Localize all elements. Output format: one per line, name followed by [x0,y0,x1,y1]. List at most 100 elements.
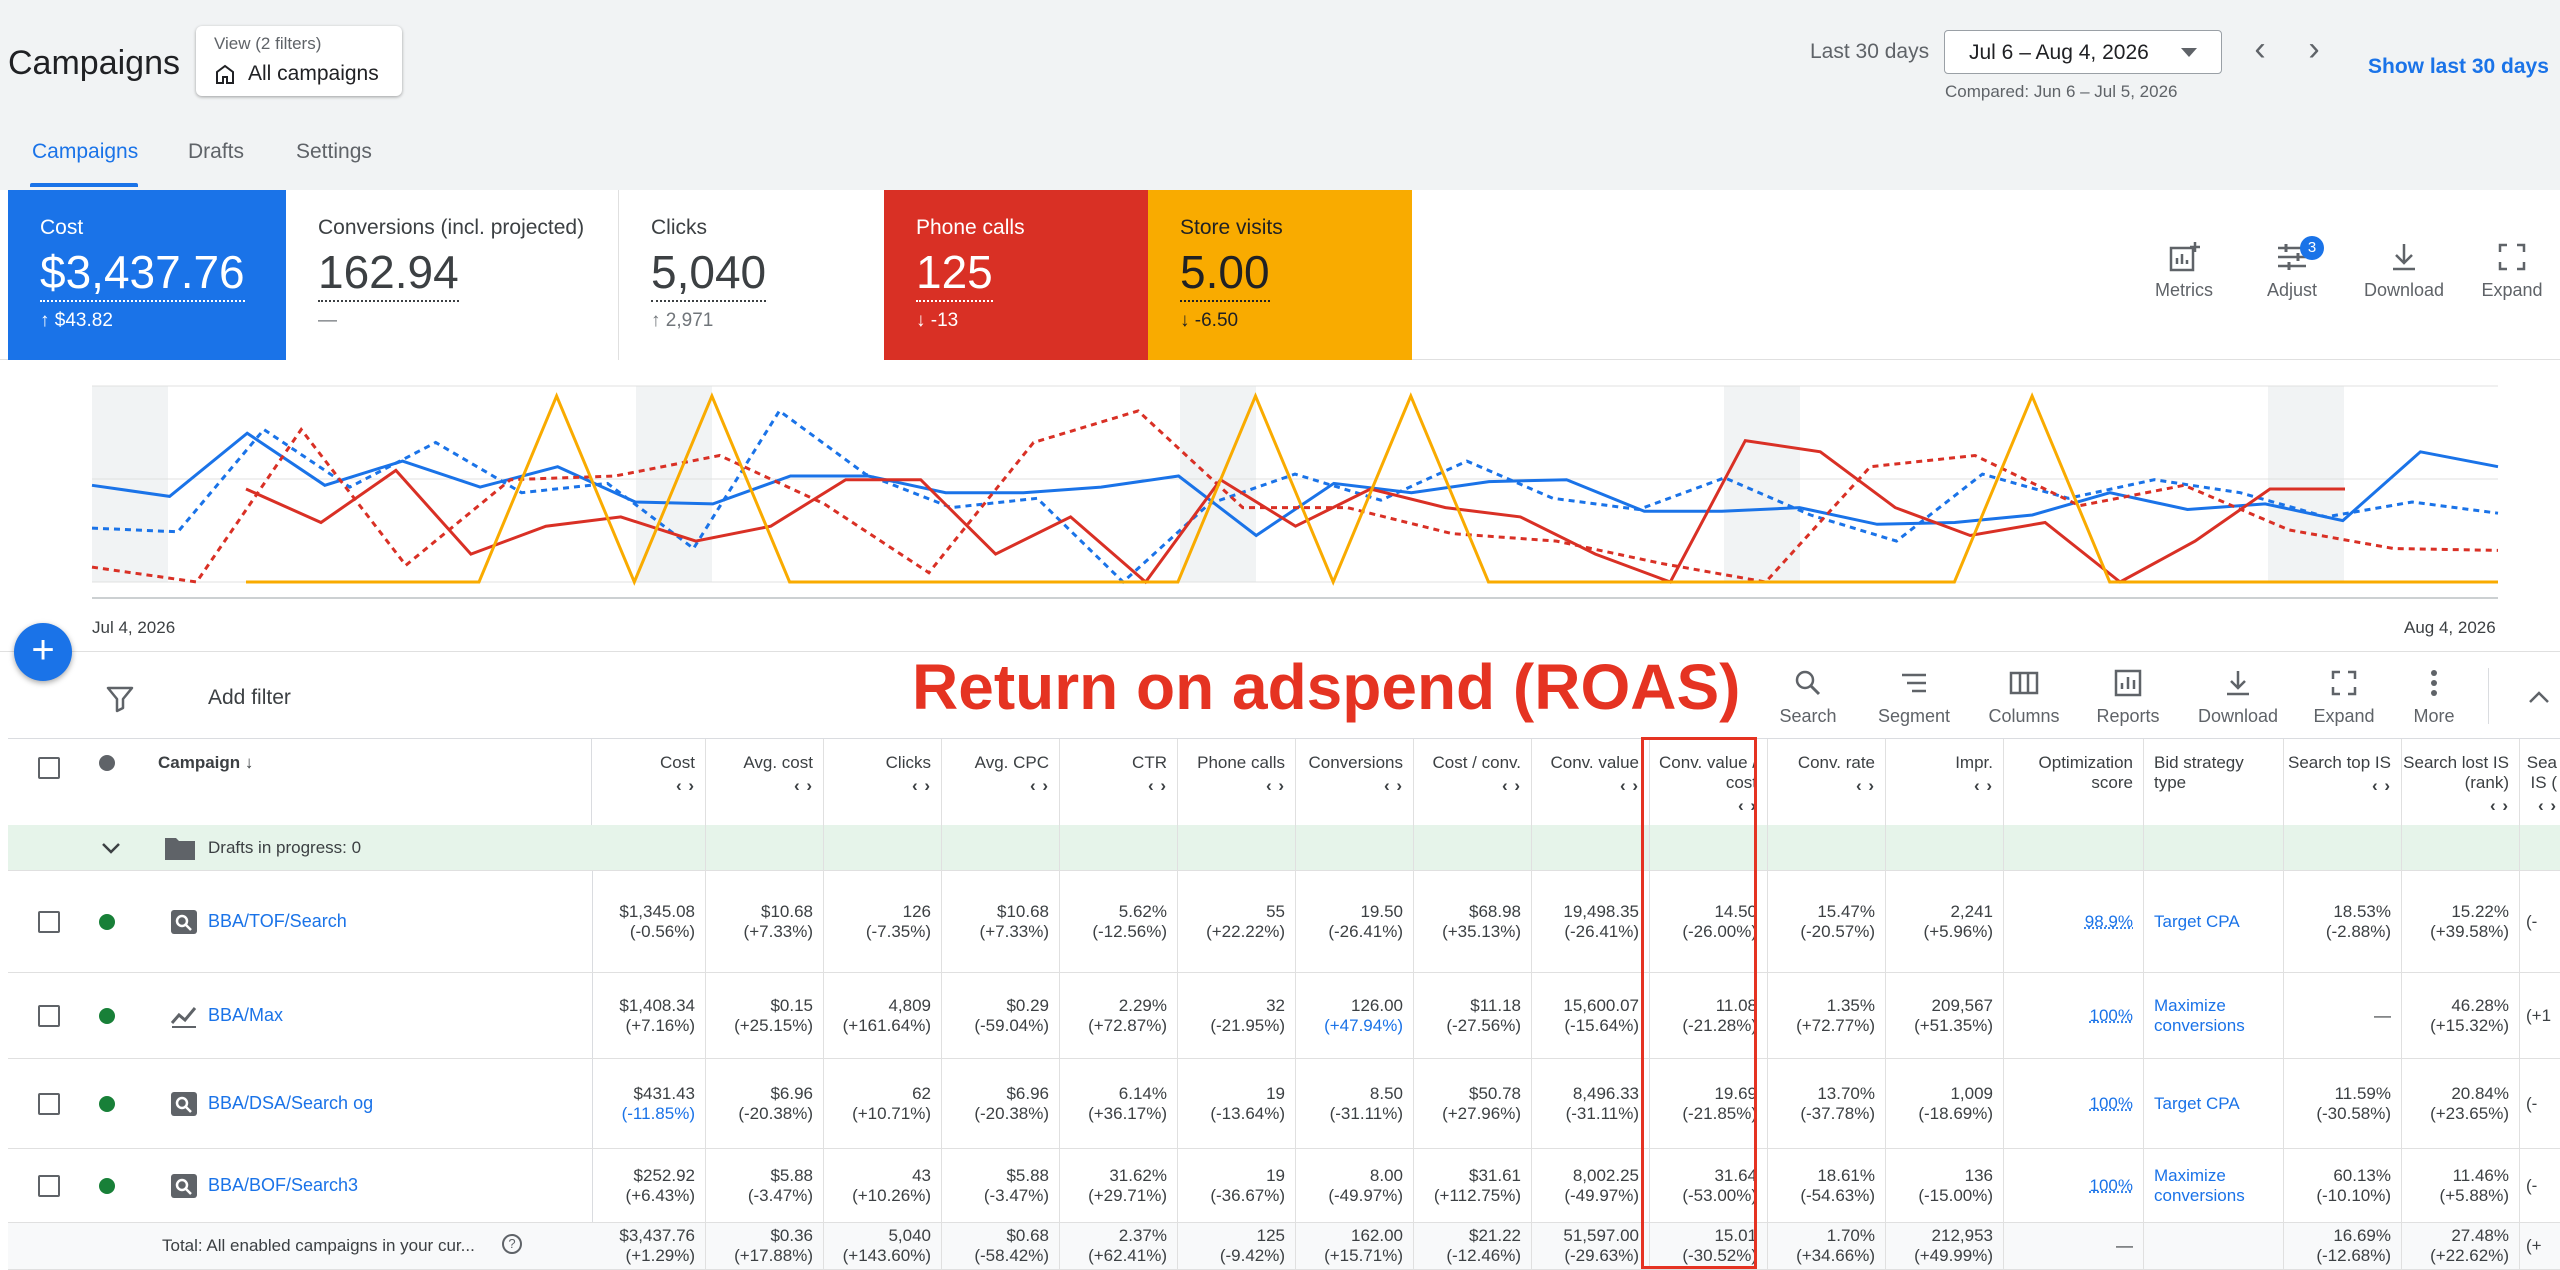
cell-value[interactable]: 100% [2004,1006,2133,1026]
store-visits-card[interactable]: Store visits 5.00 ↓ -6.50 [1148,190,1412,360]
sort-arrows-icon[interactable]: ‹ › [824,776,931,796]
sort-arrows-icon[interactable]: ‹ › [1532,776,1639,796]
sort-arrows-icon[interactable]: ‹ › [1414,776,1521,796]
cell-change: (+39.58%) [2402,922,2509,942]
show-last-30-days-link[interactable]: Show last 30 days [2368,55,2549,79]
tab-settings[interactable]: Settings [296,140,372,164]
chevron-down-icon[interactable] [100,837,122,859]
row-checkbox[interactable] [38,1093,60,1115]
more-button[interactable]: More [2402,668,2466,727]
next-period-icon[interactable]: › [2294,30,2334,70]
drafts-cell [2520,825,2560,870]
enabled-status-icon[interactable] [99,1178,115,1194]
filter-icon[interactable] [104,682,136,714]
table-row[interactable]: BBA/BOF/Search3 $252.92 (+6.43%) $5.88 (-3.4… [8,1149,2560,1223]
help-icon[interactable]: ? [502,1234,522,1254]
metrics-button[interactable]: Metrics [2148,240,2220,301]
reports-button[interactable]: Reports [2088,668,2168,727]
column-header[interactable]: Search top IS ‹ › [2284,739,2402,825]
enabled-status-icon[interactable] [99,1008,115,1024]
column-header[interactable]: Impr. ‹ › [1886,739,2004,825]
cell-value: $11.18 [1414,996,1521,1016]
add-filter-button[interactable]: Add filter [208,686,291,710]
campaign-name-link[interactable]: BBA/TOF/Search [208,911,347,932]
chart-expand-button[interactable]: Expand [2474,240,2550,301]
enabled-status-icon[interactable] [99,1096,115,1112]
sort-arrows-icon[interactable]: ‹ › [1296,776,1403,796]
column-header[interactable]: Conv. rate ‹ › [1768,739,1886,825]
sort-arrows-icon[interactable]: ‹ › [592,776,695,796]
bid-strategy-link[interactable]: Target CPA [2154,912,2264,932]
clicks-card[interactable]: Clicks 5,040 ↑ 2,971 [618,190,884,360]
sort-arrows-icon[interactable]: ‹ › [1768,776,1875,796]
column-header[interactable]: Conv. value ‹ › [1532,739,1650,825]
phone-calls-card[interactable]: Phone calls 125 ↓ -13 [884,190,1148,360]
cell-value: 19,498.35 [1532,902,1639,922]
column-header[interactable]: Conv. value / cost ‹ › [1650,739,1768,825]
view-filters-label: View (2 filters) [214,34,321,54]
campaign-name-link[interactable]: BBA/Max [208,1005,283,1026]
cell-value[interactable]: 100% [2004,1094,2133,1114]
row-checkbox[interactable] [38,1005,60,1027]
roas-annotation: Return on adspend (ROAS) [912,650,1740,724]
view-selector[interactable]: View (2 filters) All campaigns [196,26,402,96]
table-expand-button[interactable]: Expand [2308,668,2380,727]
sort-arrows-icon[interactable]: ‹ › [942,776,1049,796]
table-row[interactable]: BBA/DSA/Search og $431.43 (-11.85%) $6.96 (-… [8,1059,2560,1149]
column-header[interactable]: Bid strategy type [2144,739,2284,825]
column-header[interactable]: Clicks ‹ › [824,739,942,825]
tab-drafts[interactable]: Drafts [188,140,244,164]
column-header[interactable]: Phone calls ‹ › [1178,739,1296,825]
cost-card[interactable]: Cost $3,437.76 ↑ $43.82 [8,190,286,360]
chart-download-button[interactable]: Download [2356,240,2452,301]
column-header[interactable]: Cost ‹ › [592,739,706,825]
enabled-status-icon[interactable] [99,914,115,930]
table-row[interactable]: BBA/Max $1,408.34 (+7.16%) $0.15 (+25.15%) 4,… [8,973,2560,1059]
table-download-button[interactable]: Download [2190,668,2286,727]
drafts-row[interactable]: Drafts in progress: 0 [8,825,2560,871]
select-all-checkbox[interactable] [38,757,60,779]
campaign-column-header[interactable]: Campaign ↓ [158,739,592,825]
conversions-card[interactable]: Conversions (incl. projected) 162.94 — [286,190,618,360]
campaign-name-link[interactable]: BBA/BOF/Search3 [208,1175,358,1196]
tab-campaigns[interactable]: Campaigns [32,140,138,164]
column-header[interactable]: Conversions ‹ › [1296,739,1414,825]
cell-value[interactable]: 98.9% [2004,912,2133,932]
column-header-label: Conv. value [1550,753,1639,772]
cell-change: (-59.04%) [942,1016,1049,1036]
column-header[interactable]: Cost / conv. ‹ › [1414,739,1532,825]
column-header[interactable]: Sea IS (‹ › [2520,739,2560,825]
sort-arrows-icon[interactable]: ‹ › [2284,776,2391,796]
cell-value[interactable]: 100% [2004,1176,2133,1196]
row-checkbox[interactable] [38,911,60,933]
columns-button[interactable]: Columns [1984,668,2064,727]
sort-arrows-icon[interactable]: ‹ › [1178,776,1285,796]
table-row[interactable]: BBA/TOF/Search $1,345.08 (-0.56%) $10.68 (+7… [8,871,2560,973]
sort-arrows-icon[interactable]: ‹ › [1886,776,1993,796]
column-header[interactable]: Avg. CPC ‹ › [942,739,1060,825]
row-checkbox[interactable] [38,1175,60,1197]
sort-arrows-icon[interactable]: ‹ › [2402,796,2509,816]
cell-change: (+22.22%) [1178,922,1285,942]
table-search-button[interactable]: Search [1770,668,1846,727]
previous-period-icon[interactable]: ‹ [2240,30,2280,70]
segment-button[interactable]: Segment [1870,668,1958,727]
column-header[interactable]: Optimization score [2004,739,2144,825]
column-header[interactable]: Avg. cost ‹ › [706,739,824,825]
comparison-range: Compared: Jun 6 – Jul 5, 2026 [1945,82,2177,102]
column-header[interactable]: CTR ‹ › [1060,739,1178,825]
campaign-name-link[interactable]: BBA/DSA/Search og [208,1093,373,1114]
bid-strategy-link[interactable]: Maximize conversions [2154,996,2264,1036]
chevron-up-icon[interactable] [2524,682,2554,712]
date-range-picker[interactable]: Jul 6 – Aug 4, 2026 [1944,30,2222,74]
add-campaign-button[interactable]: + [14,623,72,681]
column-header[interactable]: Search lost IS (rank) ‹ › [2402,739,2520,825]
sort-arrows-icon[interactable]: ‹ › [2520,796,2557,816]
sort-arrows-icon[interactable]: ‹ › [1650,796,1757,816]
conversions-value: 162.94 [318,246,459,302]
sort-arrows-icon[interactable]: ‹ › [1060,776,1167,796]
sort-arrows-icon[interactable]: ‹ › [706,776,813,796]
bid-strategy-link[interactable]: Maximize conversions [2154,1166,2264,1206]
bid-strategy-link[interactable]: Target CPA [2154,1094,2264,1114]
more-label: More [2413,706,2454,726]
